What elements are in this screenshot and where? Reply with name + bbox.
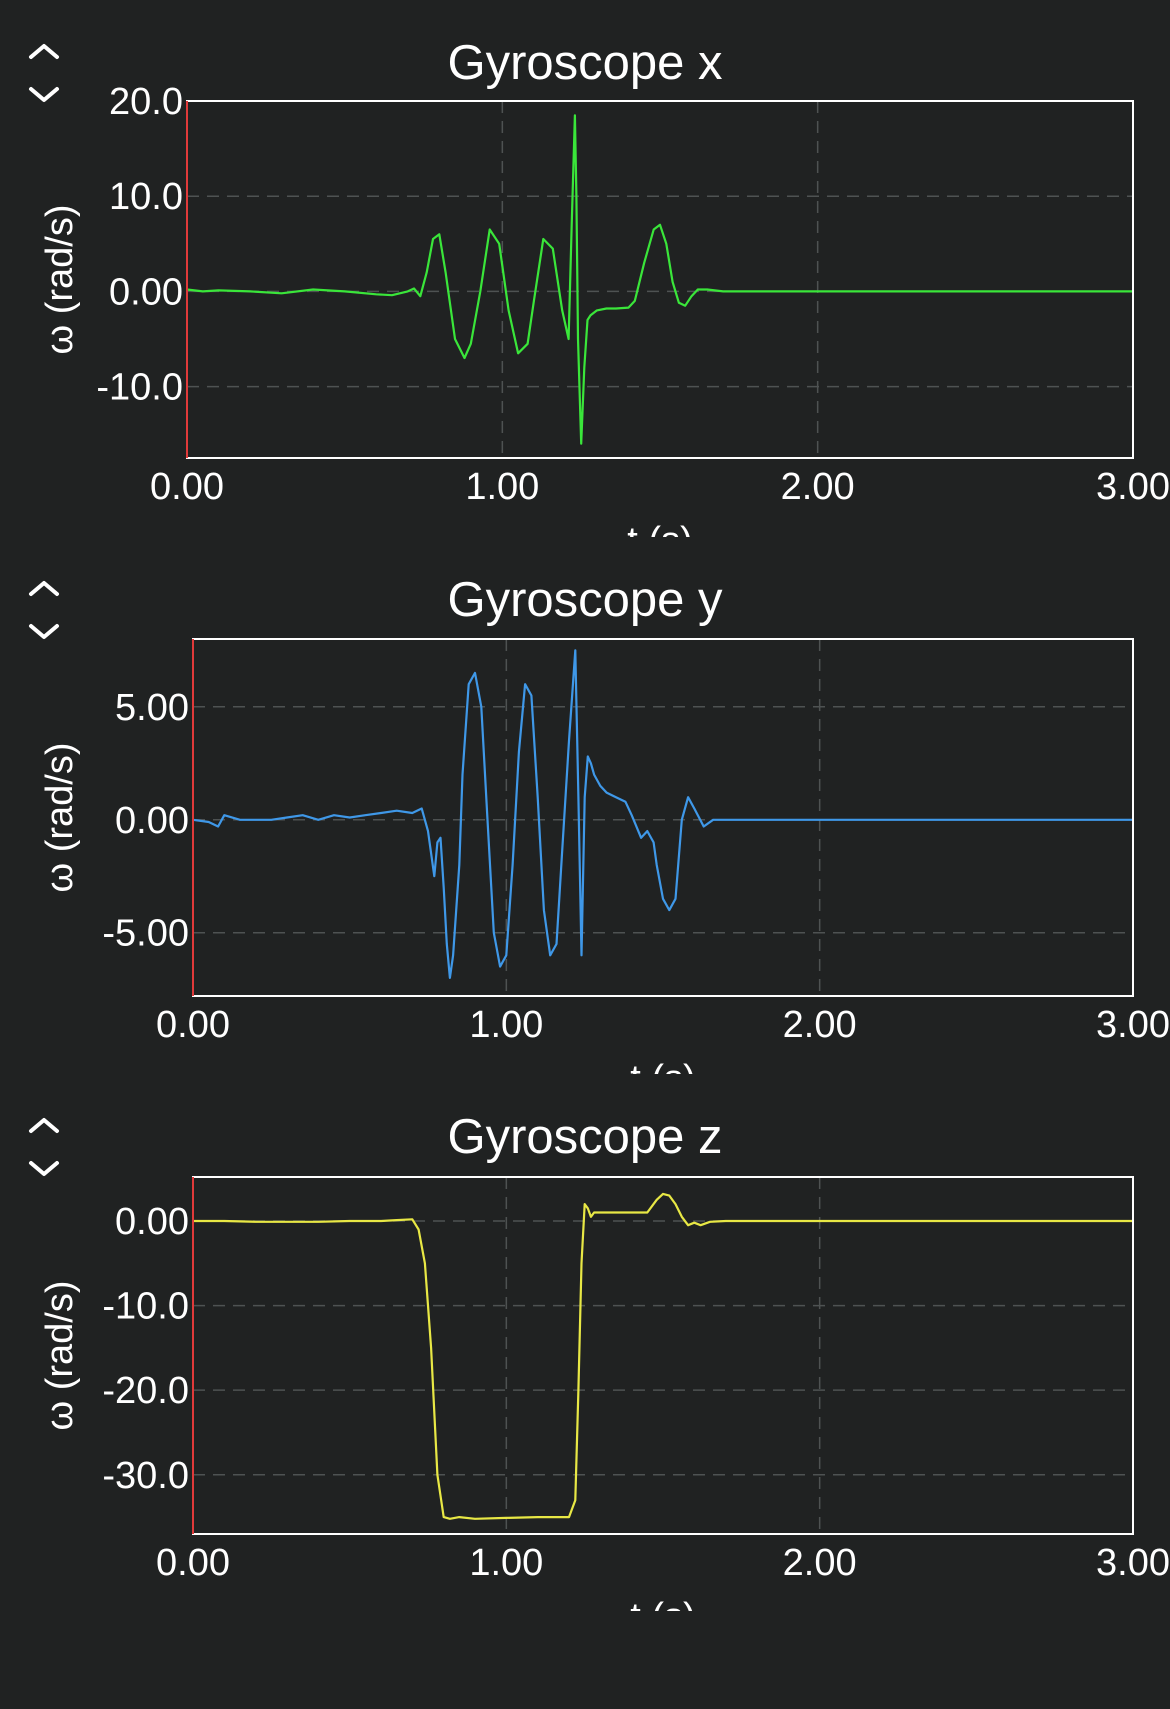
plot-frame bbox=[193, 1177, 1133, 1534]
chart-title: Gyroscope x bbox=[447, 36, 722, 90]
x-axis-label: t (s) bbox=[630, 1058, 695, 1074]
y-tick-label: 0.00 bbox=[115, 1201, 189, 1243]
y-tick-label: -10.0 bbox=[102, 1286, 189, 1328]
data-series-line bbox=[187, 115, 1133, 443]
gyroscope-x-chart: Gyroscope x 0.00 1.00 2.00 3.00 20.0 10.0 0.00 -… bbox=[0, 0, 1170, 537]
y-tick-label: 0.00 bbox=[109, 271, 183, 313]
y-tick-label: 5.00 bbox=[115, 687, 189, 729]
y-tick-label: 20.0 bbox=[109, 81, 183, 123]
gyroscope-y-panel: Gyroscope y 0.00 1.00 2.00 3.00 5.00 0.00 -5.00… bbox=[0, 537, 1170, 1074]
x-tick-label: 1.00 bbox=[465, 466, 539, 508]
x-axis-label: t (s) bbox=[630, 1596, 695, 1611]
x-tick-label: 2.00 bbox=[783, 1542, 857, 1584]
y-tick-label: -30.0 bbox=[102, 1455, 189, 1497]
x-tick-label: 0.00 bbox=[156, 1542, 230, 1584]
gyroscope-y-chart: Gyroscope y 0.00 1.00 2.00 3.00 5.00 0.00 -5.00… bbox=[0, 537, 1170, 1074]
x-tick-label: 3.00 bbox=[1096, 1004, 1170, 1046]
gyroscope-x-panel: Gyroscope x 0.00 1.00 2.00 3.00 20.0 10.0 0.00 -… bbox=[0, 0, 1170, 537]
y-axis-label: ω (rad/s) bbox=[39, 742, 81, 892]
x-tick-label: 2.00 bbox=[783, 1004, 857, 1046]
y-tick-label: -20.0 bbox=[102, 1370, 189, 1412]
x-tick-label: 1.00 bbox=[469, 1542, 543, 1584]
x-tick-label: 3.00 bbox=[1096, 466, 1170, 508]
x-tick-label: 3.00 bbox=[1096, 1542, 1170, 1584]
y-tick-label: 0.00 bbox=[115, 800, 189, 842]
plot-frame bbox=[187, 101, 1133, 458]
data-series-line bbox=[193, 650, 1133, 978]
y-axis-label: ω (rad/s) bbox=[39, 1280, 81, 1430]
plot-frame bbox=[193, 639, 1133, 996]
chart-title: Gyroscope z bbox=[447, 1110, 722, 1164]
x-tick-label: 2.00 bbox=[781, 466, 855, 508]
chart-title: Gyroscope y bbox=[447, 573, 723, 627]
y-tick-label: -5.00 bbox=[102, 913, 189, 955]
x-tick-label: 0.00 bbox=[156, 1004, 230, 1046]
x-tick-label: 0.00 bbox=[150, 466, 224, 508]
gyroscope-z-panel: Gyroscope z 0.00 1.00 2.00 3.00 0.00 -10.0 -20.… bbox=[0, 1074, 1170, 1611]
data-series-line bbox=[193, 1194, 1133, 1519]
gyroscope-z-chart: Gyroscope z 0.00 1.00 2.00 3.00 0.00 -10.0 -20.… bbox=[0, 1074, 1170, 1611]
y-tick-label: 10.0 bbox=[109, 176, 183, 218]
x-tick-label: 1.00 bbox=[469, 1004, 543, 1046]
x-axis-label: t (s) bbox=[627, 520, 692, 537]
y-tick-label: -10.0 bbox=[96, 367, 183, 409]
y-axis-label: ω (rad/s) bbox=[39, 204, 81, 354]
